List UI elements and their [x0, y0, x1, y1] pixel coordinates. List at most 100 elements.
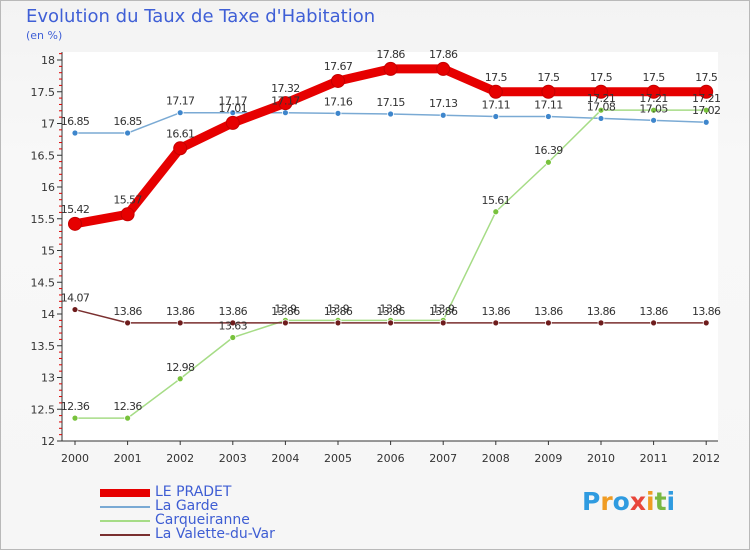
data-point: [492, 208, 500, 216]
data-label: 13.86: [376, 305, 405, 318]
data-label: 17.5: [590, 71, 613, 84]
legend-label: La Garde: [155, 498, 219, 514]
data-point: [594, 84, 608, 99]
data-label: 17.21: [587, 92, 616, 105]
data-label: 12.36: [113, 400, 142, 413]
data-label: 13.86: [639, 305, 668, 318]
data-point: [650, 319, 657, 327]
data-point: [225, 115, 240, 130]
legend-swatch: [100, 534, 150, 536]
data-label: 13.86: [692, 305, 721, 318]
x-tick-label: 2004: [271, 452, 299, 465]
y-tick-label: 18: [41, 54, 55, 67]
y-tick-label: 14: [41, 308, 55, 321]
logo-letter: t: [654, 487, 667, 516]
data-point: [439, 319, 447, 327]
data-point: [281, 319, 289, 327]
data-point: [176, 319, 184, 327]
data-label: 17.5: [643, 71, 666, 84]
data-label: 17.86: [429, 48, 458, 61]
data-label: 16.85: [113, 115, 142, 128]
legend-swatch: [100, 489, 150, 497]
data-point: [176, 109, 184, 117]
data-label: 16.61: [166, 127, 195, 140]
data-point: [71, 129, 79, 137]
data-point: [702, 106, 710, 114]
x-ticks: 2000 2001 2002 2003 2004 2005 2006 2007 2008 2009…: [61, 441, 720, 465]
legend-label: La Valette-du-Var: [155, 526, 275, 542]
y-tick-label: 17.5: [31, 86, 56, 99]
data-point: [699, 84, 714, 99]
labels-le-pradet: 15.42 15.57 16.61 17.01 17.32 17.67 17.86 17.86…: [61, 48, 719, 216]
proxiti-logo: Proxiti: [582, 487, 675, 516]
data-point: [334, 109, 342, 117]
data-label: 17.5: [485, 71, 508, 84]
logo-letter: i: [646, 487, 655, 516]
logo-letter: P: [582, 487, 601, 516]
data-label: 17.08: [587, 100, 616, 113]
data-point: [439, 111, 447, 119]
data-point: [383, 61, 398, 76]
data-point: [334, 319, 342, 327]
x-tick-label: 2010: [587, 452, 615, 465]
x-tick-label: 2007: [429, 452, 457, 465]
logo-letter: x: [629, 487, 646, 516]
x-tick-label: 2011: [640, 452, 668, 465]
data-point: [387, 110, 395, 118]
data-point: [71, 414, 79, 422]
data-point: [71, 306, 79, 313]
x-tick-label: 2000: [61, 452, 89, 465]
data-point: [646, 84, 661, 99]
labels-la-valette-du-var: 14.07 13.86 13.86 13.86 13.86 13.86 13.86 13.86…: [61, 292, 722, 318]
y-tick-label: 13: [41, 372, 55, 385]
data-label: 17.17: [219, 95, 248, 108]
data-label: 13.86: [534, 305, 563, 318]
data-label: 17.15: [376, 96, 405, 109]
data-label: 13.86: [166, 305, 195, 318]
data-label: 12.36: [61, 400, 90, 413]
data-label: 13.9: [274, 302, 297, 315]
x-tick-label: 2003: [219, 452, 247, 465]
y-tick-label: 15.5: [31, 213, 56, 226]
data-point: [124, 414, 131, 422]
data-label: 16.85: [61, 115, 90, 128]
data-point: [229, 109, 237, 117]
data-point: [650, 116, 657, 124]
data-point: [545, 113, 552, 120]
data-label: 17.11: [482, 99, 511, 112]
x-tick-label: 2001: [114, 452, 142, 465]
data-point: [281, 109, 289, 117]
y-tick-label: 13.5: [31, 340, 56, 353]
logo-letter: r: [600, 487, 613, 516]
chart-title: Evolution du Taux de Taxe d'Habitation: [26, 6, 376, 27]
y-tick-label: 16.5: [31, 149, 56, 162]
data-label: 13.63: [219, 319, 248, 332]
data-point: [702, 118, 710, 126]
data-point: [331, 73, 345, 88]
data-point: [120, 207, 135, 222]
data-point: [436, 61, 451, 76]
data-point: [702, 319, 710, 327]
data-label: 15.57: [113, 193, 142, 206]
data-label: 15.61: [482, 194, 511, 207]
data-point: [492, 319, 500, 327]
data-label: 17.5: [695, 71, 718, 84]
x-tick-label: 2002: [166, 452, 194, 465]
x-tick-label: 2012: [692, 452, 720, 465]
data-label: 13.9: [380, 302, 403, 315]
data-label: 17.11: [534, 99, 563, 112]
data-point: [173, 141, 188, 156]
data-point: [124, 129, 131, 137]
x-tick-label: 2009: [534, 452, 562, 465]
data-label: 13.86: [271, 305, 300, 318]
y-ticks: 12 12.5 13 13.5 14 14.5 15 15.5 16 16.5 17 17.5 18: [31, 53, 62, 448]
data-label: 13.86: [429, 305, 458, 318]
data-point: [492, 113, 500, 120]
data-label: 17.86: [376, 48, 405, 61]
data-label: 12.98: [166, 361, 195, 374]
data-point: [545, 158, 552, 166]
y-tick-label: 14.5: [31, 276, 56, 289]
data-point: [488, 84, 503, 99]
y-tick-label: 17: [41, 118, 55, 131]
